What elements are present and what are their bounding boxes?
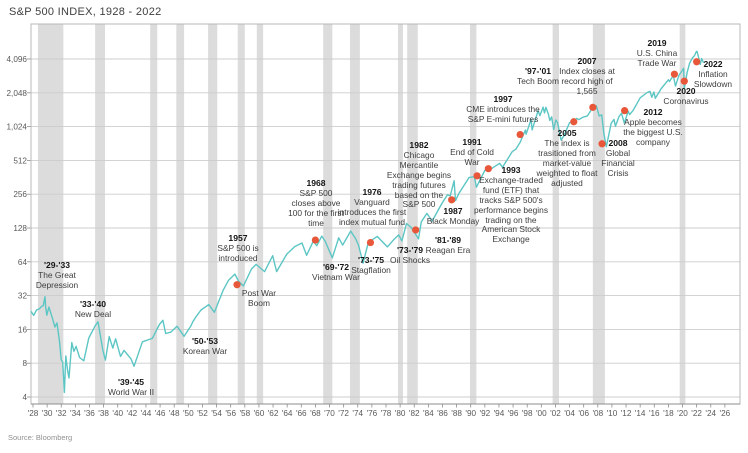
x-tick-label: '18 [663,409,674,418]
x-tick-label: '70 [324,409,335,418]
y-tick-label: 32 [18,292,28,301]
x-tick-label: '14 [635,409,646,418]
x-tick-label: '54 [211,409,222,418]
x-tick-label: '92 [480,409,491,418]
y-axis: 4,096 2,048 1,024 512 256 128 64 32 16 8 4 [7,55,31,402]
x-tick-label: '32 [56,409,67,418]
event-dot [598,140,606,148]
x-tick-label: '28 [28,409,39,418]
x-tick-label: '64 [282,409,293,418]
x-tick-label: '02 [550,409,561,418]
x-tick-label: '16 [649,409,660,418]
x-tick-label: '62 [268,409,279,418]
event-dot [680,77,688,85]
event-dot [366,238,375,247]
y-tick-label: 2,048 [7,89,28,98]
x-tick-label: '80 [395,409,406,418]
y-tick-label: 128 [13,224,27,233]
y-tick-label: 1,024 [7,123,28,132]
x-axis: '28'30'32'34'36'38'40'42'44'46'48'50'52 '… [28,404,731,418]
event-dot [516,130,524,139]
event-dot [233,281,241,289]
x-tick-label: '26 [720,409,731,418]
y-tick-label: 4,096 [7,55,28,64]
x-tick-label: '74 [352,409,363,418]
x-tick-label: '90 [465,409,476,418]
x-tick-label: '38 [98,409,109,418]
event-dot [473,172,481,180]
x-tick-label: '20 [677,409,688,418]
x-tick-label: '30 [42,409,53,418]
x-tick-label: '66 [296,409,307,418]
x-tick-label: '24 [705,409,716,418]
event-dot [448,196,456,204]
y-tick-label: 16 [18,325,28,334]
x-tick-label: '68 [310,409,321,418]
event-dot [412,226,420,234]
x-tick-label: '22 [691,409,702,418]
chart-title: S&P 500 INDEX, 1928 - 2022 [9,6,162,18]
y-tick-label: 4 [22,393,27,402]
x-tick-label: '94 [494,409,505,418]
event-dot [484,165,492,173]
x-tick-label: '00 [536,409,547,418]
x-tick-label: '88 [451,409,462,418]
event-dot [589,103,597,111]
x-tick-label: '76 [367,409,378,418]
x-tick-label: '10 [607,409,618,418]
x-tick-label: '56 [225,409,236,418]
x-tick-label: '42 [127,409,138,418]
price-line [30,50,704,394]
x-tick-label: '82 [409,409,420,418]
event-dot [693,58,701,66]
x-tick-label: '72 [338,409,349,418]
y-tick-label: 8 [22,359,27,368]
recession-bands [37,24,686,404]
x-tick-label: '58 [239,409,250,418]
x-tick-label: '52 [197,409,208,418]
x-tick-label: '40 [112,409,123,418]
x-tick-label: '96 [508,409,519,418]
x-tick-label: '78 [381,409,392,418]
x-tick-label: '98 [522,409,533,418]
x-tick-label: '06 [578,409,589,418]
x-tick-label: '84 [423,409,434,418]
x-tick-label: '60 [254,409,265,418]
y-tick-label: 64 [18,258,28,267]
x-tick-label: '46 [155,409,166,418]
x-tick-label: '04 [564,409,575,418]
y-tick-label: 512 [13,156,27,165]
event-dot [670,70,679,78]
event-dot [621,107,629,115]
y-tick-label: 256 [13,190,27,199]
x-tick-label: '48 [169,409,180,418]
x-tick-label: '08 [592,409,603,418]
plot-frame [30,23,741,405]
event-dot [570,118,578,126]
event-dot [311,236,319,244]
x-tick-label: '36 [84,409,95,418]
x-tick-label: '34 [70,409,81,418]
x-tick-label: '86 [437,409,448,418]
x-tick-label: '12 [621,409,632,418]
x-tick-label: '44 [141,409,152,418]
source-credit: Source: Bloomberg [8,433,73,442]
event-dots [233,58,701,289]
x-tick-label: '50 [183,409,194,418]
gridlines [31,58,740,398]
